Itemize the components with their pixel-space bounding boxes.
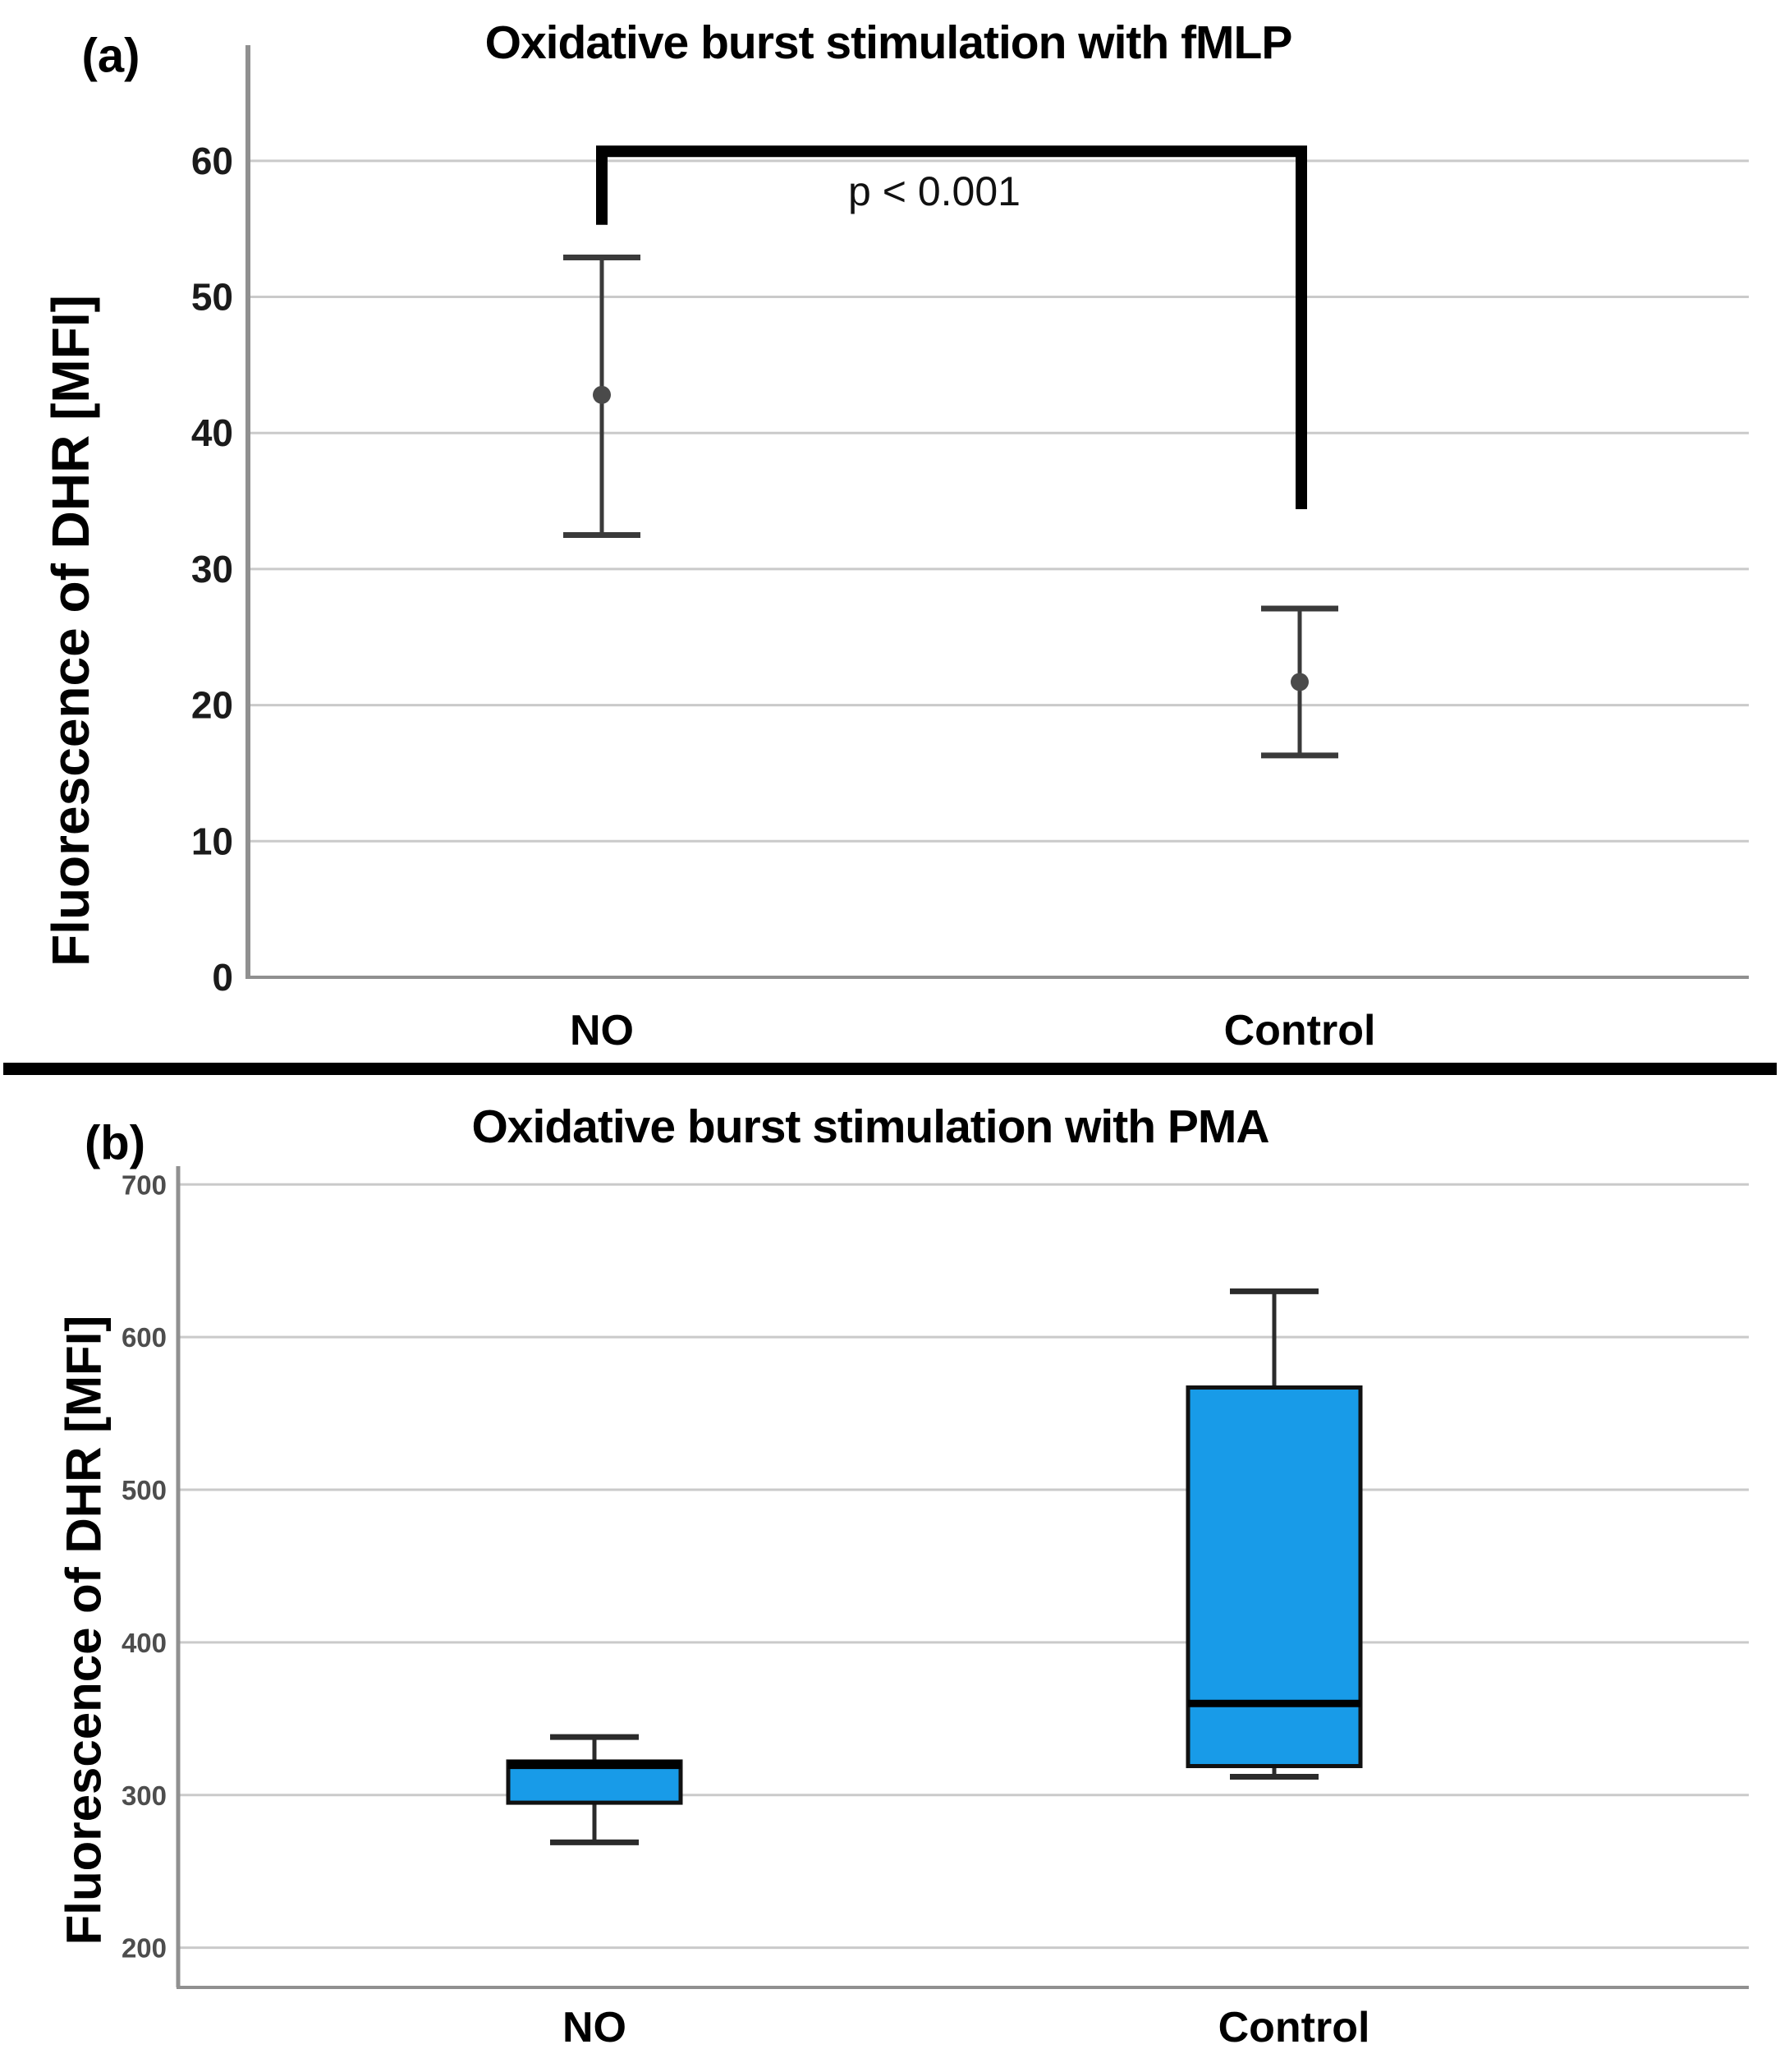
x-category-label: Control — [1218, 2004, 1370, 2051]
box — [1186, 1385, 1363, 1768]
y-tick-label: 700 — [122, 1169, 167, 1200]
panel-divider-bar — [3, 1063, 1777, 1075]
significance-bracket — [596, 145, 1307, 510]
y-tick-label: 0 — [212, 956, 233, 999]
y-tick-label: 20 — [191, 684, 233, 727]
panel-a-title: Oxidative burst stimulation with fMLP — [484, 16, 1293, 69]
panel-b-label: (b) — [84, 1116, 146, 1170]
y-tick-label: 600 — [122, 1322, 167, 1353]
mean-dot — [1291, 673, 1309, 691]
y-tick-label: 10 — [191, 820, 233, 862]
x-category-label: Control — [1224, 1007, 1376, 1054]
y-tick-label: 40 — [191, 411, 233, 454]
y-tick-label: 50 — [191, 276, 233, 319]
x-category-label: NO — [562, 2004, 626, 2051]
x-category-label: NO — [570, 1007, 634, 1054]
significance-p-value-label: p < 0.001 — [848, 168, 1021, 214]
y-tick-label: 500 — [122, 1475, 167, 1505]
y-tick-label: 30 — [191, 548, 233, 590]
y-tick-label: 200 — [122, 1933, 167, 1964]
panel-a-label: (a) — [81, 29, 140, 83]
y-tick-label: 300 — [122, 1780, 167, 1811]
y-tick-label: 60 — [191, 140, 233, 182]
mean-dot — [593, 385, 611, 404]
y-tick-label: 400 — [122, 1628, 167, 1658]
panel-b-title: Oxidative burst stimulation with PMA — [471, 1100, 1269, 1153]
